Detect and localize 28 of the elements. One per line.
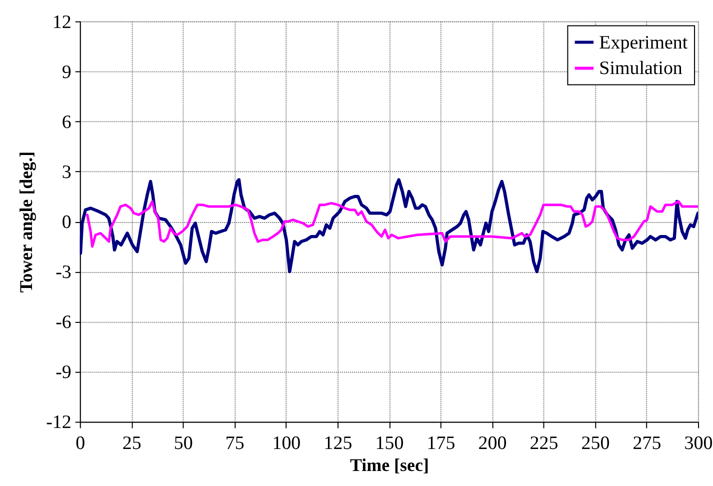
y-tick-label: -6 [56,312,72,334]
y-tick-label: 3 [62,162,72,183]
x-tick-label: 225 [530,433,558,454]
x-tick-label: 75 [225,433,244,454]
x-tick-label: 175 [426,433,456,454]
x-tick-label: 250 [581,433,610,454]
x-tick-label: 50 [174,433,193,454]
y-axis-title: Tower angle [deg.] [16,151,36,293]
y-tick-label: 0 [62,212,72,234]
x-tick-label: 125 [324,433,352,454]
x-tick-label: 0 [76,433,86,454]
x-tick-label: 300 [684,433,713,454]
x-tick-label: 200 [478,433,507,454]
x-tick-label: 100 [272,433,301,454]
y-tick-label: 12 [52,12,72,33]
x-tick-label: 25 [122,433,142,454]
y-tick-label: -9 [56,362,72,384]
line-series [80,178,698,274]
y-tick-label: 6 [62,112,72,133]
x-tick-label: 150 [375,433,404,454]
x-axis-title: Time [sec] [350,455,429,476]
x-tick-label: 275 [632,433,662,454]
line-series [86,200,698,248]
legend-label: Experiment [599,32,688,54]
legend-label: Simulation [599,58,683,80]
y-tick-label: 9 [62,62,72,83]
y-tick-label: -3 [56,262,72,284]
y-tick-label: -12 [46,412,72,434]
